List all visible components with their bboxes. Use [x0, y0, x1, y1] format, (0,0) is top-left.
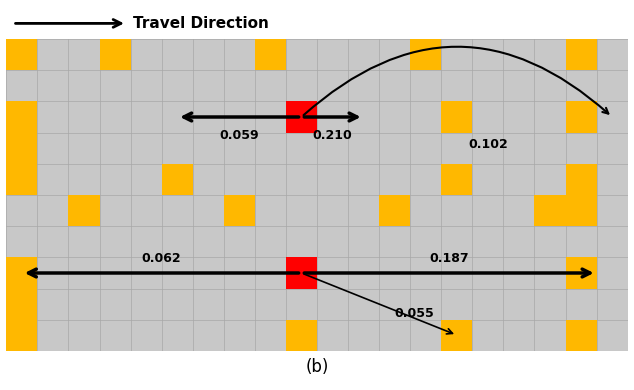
Bar	[162, 163, 193, 195]
Text: (a): (a)	[306, 196, 328, 214]
Bar	[286, 319, 317, 351]
Bar	[566, 319, 597, 351]
Bar	[534, 195, 566, 227]
Bar	[6, 257, 37, 289]
Text: 0.055: 0.055	[394, 307, 434, 320]
Bar	[6, 319, 37, 351]
Text: 0.210: 0.210	[313, 129, 353, 142]
Bar	[441, 319, 472, 351]
Bar	[441, 101, 472, 133]
Bar	[6, 101, 37, 133]
Bar	[566, 195, 597, 227]
Bar	[566, 257, 597, 289]
Bar	[6, 163, 37, 195]
Bar	[566, 101, 597, 133]
Bar	[441, 163, 472, 195]
Bar	[6, 289, 37, 319]
Text: Travel Direction: Travel Direction	[133, 16, 269, 31]
Text: 0.062: 0.062	[142, 252, 181, 265]
Text: 0.059: 0.059	[219, 129, 259, 142]
Bar	[100, 39, 131, 71]
Bar	[379, 195, 410, 227]
Bar	[255, 39, 286, 71]
Bar	[224, 195, 255, 227]
Text: 0.102: 0.102	[468, 138, 508, 151]
Bar	[6, 39, 37, 71]
Bar	[68, 195, 100, 227]
Bar	[566, 163, 597, 195]
Text: 0.187: 0.187	[429, 252, 469, 265]
Bar	[410, 39, 441, 71]
Bar	[566, 39, 597, 71]
Text: (b): (b)	[306, 358, 328, 376]
Bar	[286, 101, 317, 133]
Bar	[286, 257, 317, 289]
Bar	[6, 133, 37, 163]
